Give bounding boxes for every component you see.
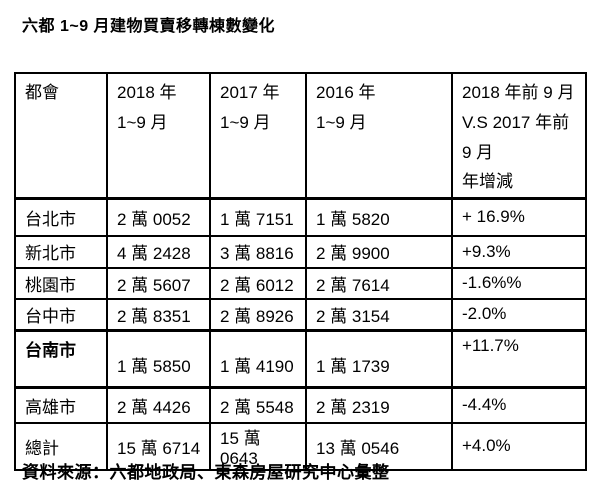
column-header-2018: 2018 年 1~9 月: [106, 72, 211, 200]
yoy-cell: +4.0%: [451, 421, 587, 471]
value-2017-cell: 2 萬 8926: [209, 297, 307, 332]
value-2016-cell: 1 萬 1739: [305, 329, 453, 389]
table-row: 桃園市 2 萬 5607 2 萬 6012 2 萬 7614 -1.6%%: [14, 266, 587, 300]
yoy-cell: -2.0%: [451, 297, 587, 332]
table-row: 台中市 2 萬 8351 2 萬 8926 2 萬 3154 -2.0%: [14, 297, 587, 332]
value-2018-cell: 4 萬 2428: [106, 234, 211, 269]
value-2018-cell: 1 萬 5850: [106, 329, 211, 389]
value-2017-cell: 2 萬 5548: [209, 386, 307, 424]
value-2016-cell: 2 萬 7614: [305, 266, 453, 300]
yoy-cell: -4.4%: [451, 386, 587, 424]
table-row-highlighted: 台南市 1 萬 5850 1 萬 4190 1 萬 1739 +11.7%: [14, 329, 587, 389]
table-header-row: 都會 2018 年 1~9 月 2017 年 1~9 月 2016 年 1~9 …: [14, 72, 587, 200]
yoy-cell: +9.3%: [451, 234, 587, 269]
column-header-2017: 2017 年 1~9 月: [209, 72, 307, 200]
city-cell: 高雄市: [14, 386, 108, 424]
value-2017-cell: 1 萬 7151: [209, 197, 307, 237]
city-cell: 台中市: [14, 297, 108, 332]
city-cell: 新北市: [14, 234, 108, 269]
value-2017-cell: 3 萬 8816: [209, 234, 307, 269]
value-2017-cell: 1 萬 4190: [209, 329, 307, 389]
source-note: 資料來源：六都地政局、東森房屋研究中心彙整: [22, 463, 390, 482]
value-2016-cell: 1 萬 5820: [305, 197, 453, 237]
value-2018-cell: 2 萬 0052: [106, 197, 211, 237]
value-2017-cell: 2 萬 6012: [209, 266, 307, 300]
table-row-total: 總計 15 萬 6714 15 萬 0643 13 萬 0546 +4.0%: [14, 421, 587, 471]
value-2018-cell: 2 萬 4426: [106, 386, 211, 424]
value-2018-cell: 15 萬 6714: [106, 421, 211, 471]
city-cell: 台北市: [14, 197, 108, 237]
value-2018-cell: 2 萬 8351: [106, 297, 211, 332]
column-header-yoy: 2018 年前 9 月 V.S 2017 年前 9 月 年增減: [451, 72, 587, 200]
city-cell: 台南市: [14, 329, 108, 389]
yoy-cell: + 16.9%: [451, 197, 587, 237]
value-2017-cell: 15 萬 0643: [209, 421, 307, 471]
column-header-city: 都會: [14, 72, 108, 200]
city-cell: 總計: [14, 421, 108, 471]
value-2018-cell: 2 萬 5607: [106, 266, 211, 300]
city-cell: 桃園市: [14, 266, 108, 300]
table-row: 新北市 4 萬 2428 3 萬 8816 2 萬 9900 +9.3%: [14, 234, 587, 269]
yoy-cell: -1.6%%: [451, 266, 587, 300]
column-header-2016: 2016 年 1~9 月: [305, 72, 453, 200]
table-row: 台北市 2 萬 0052 1 萬 7151 1 萬 5820 + 16.9%: [14, 197, 587, 237]
value-2016-cell: 2 萬 2319: [305, 386, 453, 424]
page-title: 六都 1~9 月建物買賣移轉棟數變化: [22, 18, 276, 35]
yoy-cell: +11.7%: [451, 329, 587, 389]
value-2016-cell: 2 萬 3154: [305, 297, 453, 332]
table-row: 高雄市 2 萬 4426 2 萬 5548 2 萬 2319 -4.4%: [14, 386, 587, 424]
transactions-table: 都會 2018 年 1~9 月 2017 年 1~9 月 2016 年 1~9 …: [14, 72, 587, 471]
value-2016-cell: 2 萬 9900: [305, 234, 453, 269]
value-2016-cell: 13 萬 0546: [305, 421, 453, 471]
